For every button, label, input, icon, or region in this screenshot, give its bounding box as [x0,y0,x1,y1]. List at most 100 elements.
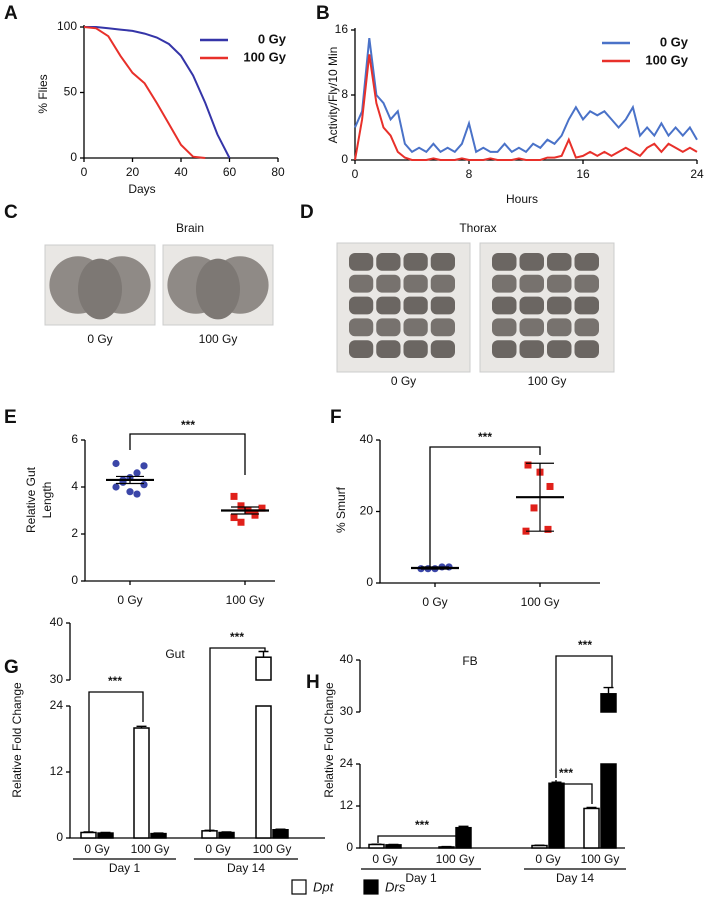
image-caption: 100 Gy [528,374,567,388]
tissue [519,340,544,358]
data-point [530,504,538,512]
significance-label: *** [230,630,244,644]
chart-title: Gut [165,647,185,661]
image-caption: 0 Gy [391,374,416,388]
x-tick-label: 0 Gy [84,842,109,856]
data-point [112,459,120,468]
significance-bracket [377,826,465,843]
data-point [126,488,134,496]
y-tick-label: 12 [340,798,354,812]
tissue [547,296,572,315]
significance-bracket [129,433,246,475]
panel-label: G [4,657,19,678]
data-point [133,490,141,498]
tissue [376,340,401,358]
panel-label: D [300,202,314,223]
data-point [112,483,120,491]
data-point [258,504,266,512]
significance-label: *** [108,674,122,688]
significance-label: *** [415,818,429,832]
series-line [354,37,698,154]
x-tick-label: 100 Gy [131,842,170,856]
y-tick-label: 40 [340,652,354,666]
series-line [84,26,231,159]
x-tick-label: 0 Gy [422,595,447,609]
y-axis-label: Length [40,482,54,519]
error-bar [258,650,269,658]
error-bar [116,475,144,485]
bar [97,832,114,839]
x-tick-label: 24 [690,167,704,181]
tissue [403,340,428,358]
significance-bracket [429,446,541,567]
significance-bracket [209,647,266,832]
bar [385,844,402,849]
image-caption: 0 Gy [87,332,112,346]
data-point [230,514,238,522]
bar-upper [255,656,272,681]
y-tick-label: 24 [50,698,64,712]
data-point [230,492,238,500]
bar [272,829,289,839]
tissue [519,296,544,315]
x-tick-label: 40 [174,165,188,179]
x-tick-label: 100 Gy [226,593,265,607]
data-point [524,461,532,469]
tissue [492,253,517,271]
bar [80,831,97,839]
x-tick-label: 100 Gy [436,852,475,866]
tissue [196,258,240,320]
group-label: Day 14 [556,871,594,885]
significance-label: *** [181,418,195,432]
legend-label: 100 Gy [645,52,688,67]
tissue [574,253,599,271]
y-tick-label: 40 [50,615,64,629]
x-axis-label: Days [128,182,155,196]
error-bar [153,832,164,834]
bar [583,807,600,849]
y-tick-label: 50 [64,85,78,99]
y-tick-label: 0 [56,830,63,844]
significance-bracket [88,691,144,832]
tissue [492,318,517,337]
tissue [403,318,428,337]
chart-title: FB [462,654,477,668]
legend-label: 100 Gy [243,49,286,64]
bar [548,782,565,849]
y-tick-label: 30 [340,704,354,718]
tissue [430,296,455,315]
x-tick-label: 60 [223,165,237,179]
legend-label: Dpt [313,879,335,894]
group-label: Day 1 [405,871,437,885]
legend-swatch [363,879,379,895]
tissue [519,253,544,271]
tissue [376,253,401,271]
data-point [140,462,148,470]
data-point [546,482,554,490]
bar-upper [600,693,617,713]
x-tick-label: 0 Gy [372,852,397,866]
y-tick-label: 0 [70,150,77,164]
y-tick-label: 4 [71,479,78,493]
significance-label: *** [578,638,592,652]
x-tick-label: 0 Gy [117,593,142,607]
tissue [519,318,544,337]
y-tick-label: 8 [341,87,348,101]
tissue [403,253,428,271]
data-point [133,469,141,477]
error-bar [526,462,554,532]
tissue [519,274,544,293]
tissue [430,318,455,337]
significance-bracket [555,655,613,778]
tissue [492,296,517,315]
group-label: Day 14 [227,861,265,875]
tissue [547,340,572,358]
panel-label: A [4,3,18,24]
tissue [492,274,517,293]
panel-label: C [4,202,18,223]
significance-label: *** [559,766,573,780]
data-point [140,481,148,489]
bar [600,763,617,849]
